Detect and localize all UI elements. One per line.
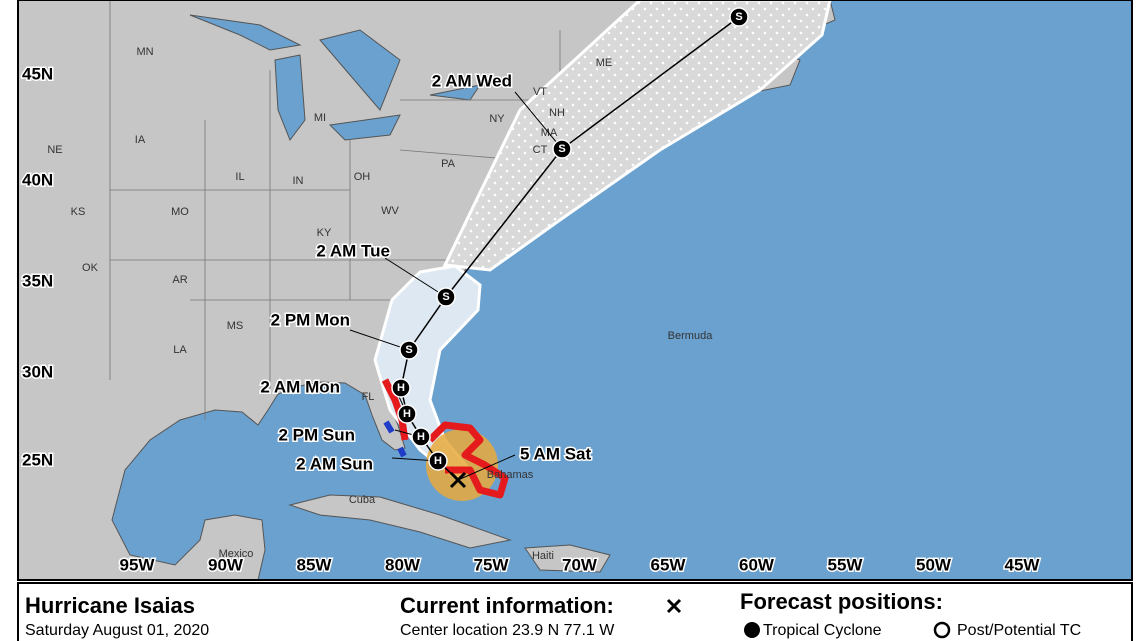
- place-label: MI: [314, 112, 326, 124]
- place-label: WV: [381, 205, 399, 217]
- place-label: FL: [362, 391, 375, 403]
- post-potential: Post/Potential TC: [957, 622, 1081, 639]
- longitude-label: 85W: [297, 555, 333, 574]
- map-frame: [17, 0, 1133, 581]
- forecast-time: 2 AM Tue: [316, 241, 390, 260]
- place-label: NY: [489, 113, 505, 125]
- hispaniola: [524, 544, 611, 573]
- longitude-label: 80W: [385, 555, 421, 574]
- place-label: NE: [47, 144, 62, 156]
- forecast-time: 2 AM Mon: [260, 377, 340, 396]
- cuba: [288, 494, 512, 549]
- forecast-symbol: H: [397, 382, 405, 394]
- forecast-point: [428, 451, 448, 471]
- ptc-symbol: [933, 621, 951, 639]
- leader-line: [384, 257, 447, 298]
- latitude-label: 30N: [22, 362, 53, 381]
- forecast-symbol: H: [403, 408, 411, 420]
- forecast-symbol: S: [405, 344, 412, 356]
- forecast-symbol: S: [735, 11, 742, 23]
- place-label: Mexico: [219, 548, 254, 560]
- longitude-label: 60W: [739, 555, 775, 574]
- place-label: OK: [82, 262, 99, 274]
- place-label: IL: [235, 171, 244, 183]
- longitude-label: 55W: [828, 555, 864, 574]
- leader-line: [349, 329, 410, 351]
- place-label: CT: [533, 144, 548, 156]
- longitude-label: 45W: [1005, 555, 1041, 574]
- forecast-symbol: H: [417, 431, 425, 443]
- current-title: Current information:: [400, 593, 614, 618]
- leader-line: [457, 454, 516, 481]
- storm-name: Hurricane Isaias: [25, 593, 195, 618]
- center-location: Center location 23.9 N 77.1 W: [400, 622, 615, 639]
- place-label: KS: [71, 206, 86, 218]
- place-label: Cuba: [349, 494, 376, 506]
- forecast-point: [397, 404, 417, 424]
- tc-symbol: [744, 622, 760, 638]
- tropical-cyclone: Tropical Cyclone: [763, 622, 882, 639]
- place-label: IA: [135, 134, 146, 146]
- place-label: LA: [173, 344, 187, 356]
- forecast-symbol: H: [434, 455, 442, 467]
- forecast-title: Forecast positions:: [740, 589, 943, 614]
- place-label: Bahamas: [487, 469, 534, 481]
- place-label: Bermuda: [668, 330, 714, 342]
- forecast-point: [436, 287, 456, 307]
- current-position: [449, 471, 467, 489]
- lakes: [189, 14, 482, 142]
- longitude-label: 70W: [562, 555, 598, 574]
- forecast-point: [552, 139, 572, 159]
- forecast-symbol: S: [442, 291, 449, 303]
- place-label: MS: [227, 320, 244, 332]
- forecast-time: 2 AM Wed: [432, 71, 512, 90]
- labels: 45N 40N 35N 30N 25N 95W 90W 85W 80W 75W 70W 65W 60W 5…: [21, 7, 1042, 576]
- forecast-time: 2 AM Sun: [296, 454, 373, 473]
- longitude-label: 65W: [651, 555, 687, 574]
- leader-line: [514, 91, 563, 150]
- latitude-label: 25N: [22, 450, 53, 469]
- legend-panel: [17, 582, 1133, 641]
- forecast-point: [729, 7, 749, 27]
- forecast-time: 5 AM Sat: [520, 444, 592, 463]
- place-label: PA: [441, 158, 456, 170]
- forecast-point: [411, 427, 431, 447]
- forecast-time: 2 PM Mon: [271, 310, 350, 329]
- place-label: KY: [317, 227, 332, 239]
- longitude-label: 75W: [474, 555, 510, 574]
- longitude-label: 90W: [208, 555, 244, 574]
- longitude-label: 50W: [916, 555, 952, 574]
- place-label: IN: [293, 175, 304, 187]
- place-label: NH: [549, 107, 565, 119]
- place-label: AR: [172, 274, 187, 286]
- latitude-label: 40N: [22, 170, 53, 189]
- place-label: OH: [354, 171, 371, 183]
- current-symbol: [666, 598, 682, 614]
- states: [109, 0, 561, 420]
- place-label: Haiti: [532, 550, 554, 562]
- place-label: MN: [136, 46, 153, 58]
- place-label: ME: [596, 57, 613, 69]
- forecast-symbol: S: [558, 143, 565, 155]
- longitude-label: 95W: [120, 555, 156, 574]
- forecast-time: 2 PM Sun: [278, 425, 355, 444]
- tropical-storm-warning: [383, 420, 407, 458]
- advisory-date: Saturday August 01, 2020: [25, 622, 209, 639]
- latitude-label: 35N: [22, 271, 53, 290]
- forecast-point: [391, 378, 411, 398]
- cone-dots: [445, 0, 830, 270]
- forecast-point: [399, 340, 419, 360]
- place-label: VT: [533, 86, 547, 98]
- map-area: 45N 40N 35N 30N 25N 95W 90W 85W 80W 75W 70W 65W 60W 5…: [18, 0, 1132, 580]
- place-label: MO: [171, 206, 189, 218]
- latitude-label: 45N: [22, 64, 53, 83]
